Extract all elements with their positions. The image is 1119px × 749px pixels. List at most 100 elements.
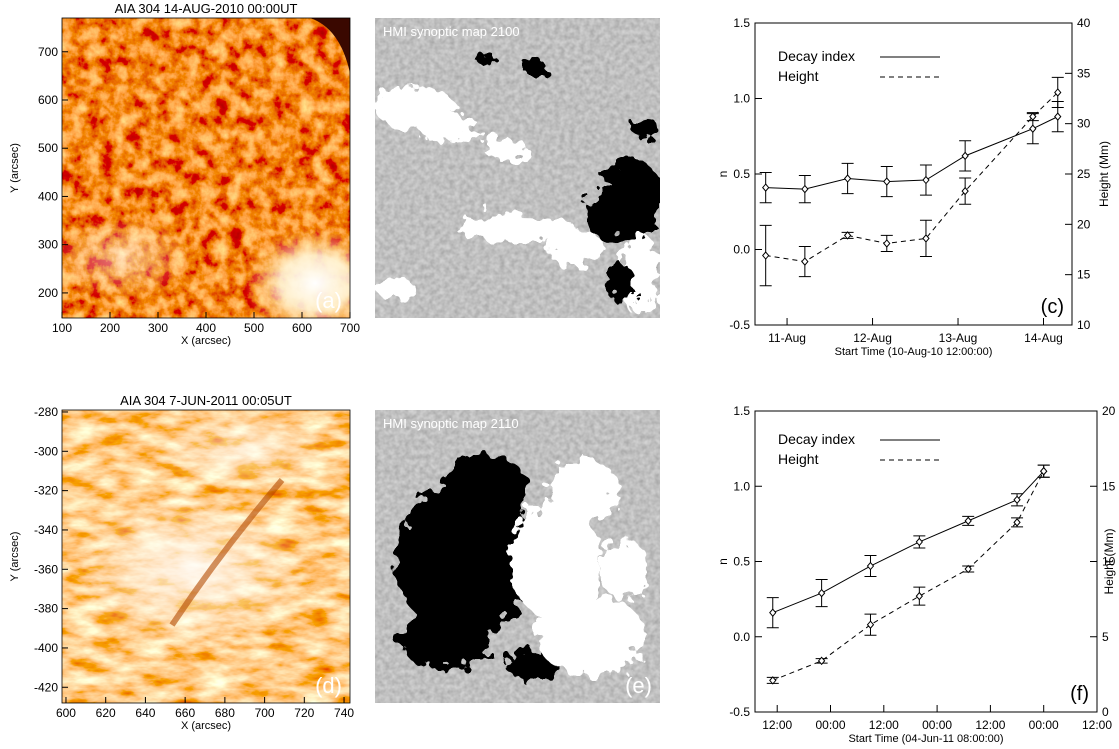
- y-tick-label: -280: [34, 405, 58, 419]
- marker: [961, 186, 969, 196]
- image: [375, 18, 660, 318]
- bright-region: [72, 490, 312, 650]
- x-tick-label: 13-Aug: [939, 331, 978, 345]
- x-tick-label: 300: [148, 321, 168, 335]
- title: AIA 304 7-JUN-2011 00:05UT: [120, 393, 292, 408]
- bright-region: [62, 218, 192, 298]
- y2-tick-label: 15: [1077, 268, 1091, 282]
- blob: [475, 52, 495, 64]
- marker: [961, 151, 969, 161]
- blob: [510, 500, 600, 620]
- y-tick-label: 1.0: [733, 479, 750, 493]
- marker: [843, 174, 852, 183]
- bright-region: [245, 228, 350, 318]
- y-tick-label: -360: [34, 562, 58, 576]
- marker: [801, 257, 809, 266]
- y-tick-label: 400: [38, 189, 58, 203]
- x-axis-label: X (arcsec): [181, 335, 231, 347]
- x-tick-label: 12:00: [975, 718, 1005, 732]
- x-tick-label: 00:00: [815, 718, 845, 732]
- y2-tick-label: 20: [1102, 404, 1116, 418]
- marker: [769, 676, 777, 685]
- y-tick-label: 1.5: [733, 16, 750, 30]
- x-tick-label: 12-Aug: [853, 331, 892, 345]
- panel-label: (f): [1070, 683, 1089, 705]
- panel-label: (e): [625, 673, 652, 698]
- x-tick-label: 100: [52, 321, 72, 335]
- y-axis-label: n: [716, 558, 730, 565]
- filament: [169, 478, 285, 627]
- y2-tick-label: 40: [1077, 16, 1091, 30]
- y-tick-label: 600: [38, 93, 58, 107]
- y2-tick-label: 30: [1077, 117, 1091, 131]
- y-tick-label: 0.5: [733, 167, 750, 181]
- y-tick-label: 0.0: [733, 243, 750, 257]
- y2-tick-label: 0: [1102, 705, 1109, 719]
- x-tick-label: 00:00: [1029, 718, 1059, 732]
- legend-label: Height: [778, 68, 819, 84]
- marker: [915, 591, 923, 601]
- marker: [1054, 88, 1062, 97]
- marker: [866, 620, 875, 629]
- x-tick-label: 640: [135, 706, 155, 720]
- marker: [762, 251, 770, 260]
- y-tick-label: -0.5: [729, 705, 750, 719]
- x-tick-label: 700: [340, 321, 360, 335]
- blob: [550, 460, 620, 520]
- legend-label: Height: [778, 451, 819, 467]
- y2-tick-label: 25: [1077, 167, 1091, 181]
- marker: [1029, 112, 1037, 121]
- series-line: [772, 470, 1045, 614]
- y-tick-label: -300: [34, 444, 58, 458]
- panel-label: (d): [315, 673, 342, 698]
- blob: [375, 278, 415, 298]
- y-tick-label: -0.5: [729, 318, 750, 332]
- y-tick-label: 300: [38, 238, 58, 252]
- x-tick-label: 500: [244, 321, 264, 335]
- y-tick-label: 0.5: [733, 555, 750, 569]
- title: AIA 304 14-AUG-2010 00:00UT: [115, 1, 298, 16]
- marker: [817, 656, 826, 666]
- y2-tick-label: 10: [1102, 555, 1116, 569]
- marker: [801, 184, 809, 194]
- y-axis-label: Y (arcsec): [9, 143, 21, 193]
- panel-label: (b): [625, 288, 652, 313]
- y-tick-label: 200: [38, 286, 58, 300]
- blob: [483, 136, 527, 160]
- panel-label: (a): [315, 288, 342, 313]
- x-tick-label: 14-Aug: [1024, 331, 1063, 345]
- blob: [400, 610, 490, 670]
- x-tick-label: 400: [196, 321, 216, 335]
- series-line: [765, 116, 1058, 190]
- marker: [843, 231, 852, 240]
- marker: [915, 537, 923, 547]
- y-tick-label: -380: [34, 602, 58, 616]
- x-tick-label: 700: [255, 706, 275, 720]
- blob: [547, 228, 603, 268]
- y-axis-label: n: [716, 171, 730, 178]
- marker: [883, 177, 891, 186]
- legend-label: Decay index: [778, 431, 855, 447]
- marker: [866, 561, 875, 571]
- y-tick-label: 0.0: [733, 630, 750, 644]
- y-tick-label: -320: [34, 484, 58, 498]
- x-axis-label: Start Time (04-Jun-11 08:00:00): [848, 733, 1003, 745]
- negative-field: [475, 52, 660, 303]
- marker: [1029, 124, 1037, 133]
- x-tick-label: 200: [100, 321, 120, 335]
- marker: [1054, 112, 1062, 121]
- y-tick-label: -420: [34, 680, 58, 694]
- x-tick-label: 620: [96, 706, 116, 720]
- marker: [883, 239, 891, 248]
- series-line: [772, 470, 1045, 681]
- x-tick-label: 740: [334, 706, 354, 720]
- panel-label: (c): [1041, 296, 1064, 318]
- blob: [600, 540, 650, 600]
- blob: [585, 196, 635, 240]
- blob: [523, 60, 547, 76]
- blob: [455, 214, 575, 242]
- marker: [769, 608, 777, 617]
- y2-tick-label: 10: [1077, 318, 1091, 332]
